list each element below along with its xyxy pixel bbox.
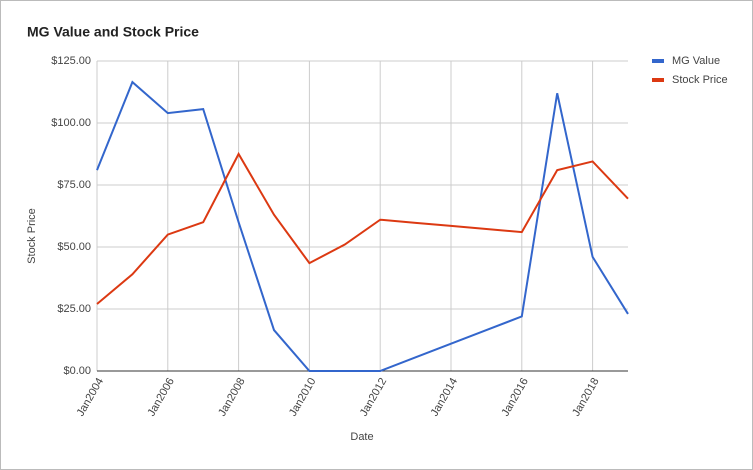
legend-label: Stock Price xyxy=(672,74,728,86)
line-series xyxy=(96,80,629,372)
x-axis-title: Date xyxy=(350,431,373,443)
y-tick-label: $0.00 xyxy=(63,365,91,377)
y-tick-label: $25.00 xyxy=(57,303,91,315)
legend-swatch xyxy=(652,78,664,82)
y-tick-label: $50.00 xyxy=(57,241,91,253)
y-axis-title: Stock Price xyxy=(26,208,38,264)
line-series xyxy=(96,151,629,305)
legend-swatch xyxy=(652,59,664,63)
y-tick-label: $125.00 xyxy=(51,55,91,67)
y-tick-label: $75.00 xyxy=(57,179,91,191)
y-tick-label: $100.00 xyxy=(51,117,91,129)
chart-title: MG Value and Stock Price xyxy=(27,24,199,40)
legend-label: MG Value xyxy=(672,55,720,67)
